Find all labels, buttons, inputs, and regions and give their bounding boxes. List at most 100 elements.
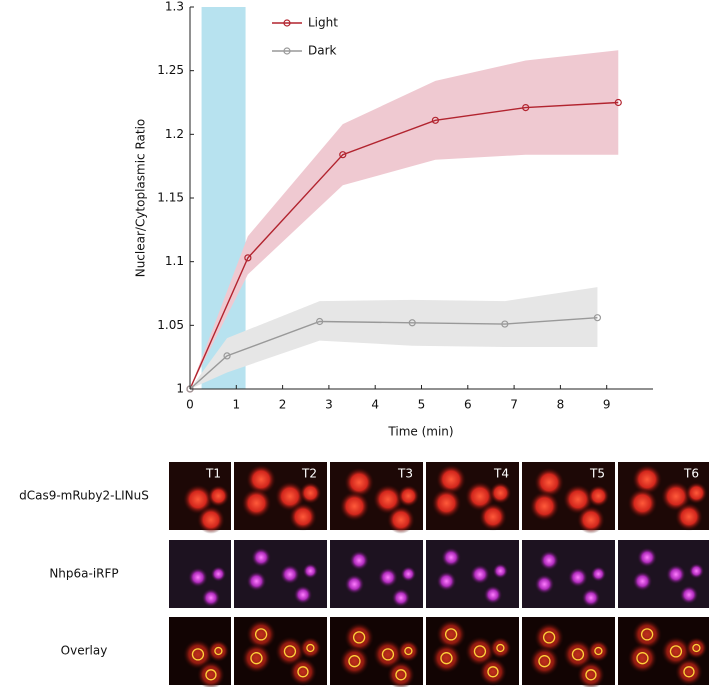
cell bbox=[246, 571, 267, 592]
cell bbox=[637, 547, 658, 568]
cell bbox=[344, 622, 375, 653]
cell bbox=[576, 660, 605, 687]
cell bbox=[688, 563, 705, 579]
cell bbox=[397, 640, 420, 662]
nucleus-outline bbox=[542, 631, 556, 644]
series-line bbox=[189, 101, 619, 390]
nucleus-outline bbox=[440, 652, 453, 665]
cell bbox=[562, 639, 593, 670]
cell bbox=[201, 588, 221, 608]
cell bbox=[207, 640, 230, 662]
nucleus-outline bbox=[636, 652, 649, 665]
cell bbox=[665, 564, 686, 585]
x-tick-label: 8 bbox=[557, 398, 565, 412]
y-tick-label: 1.1 bbox=[165, 254, 184, 268]
x-tick-label: 1 bbox=[232, 398, 240, 412]
cell bbox=[299, 482, 322, 504]
cell bbox=[627, 643, 658, 674]
column-label: T5 bbox=[589, 467, 605, 481]
cell bbox=[344, 574, 365, 595]
cell bbox=[196, 660, 225, 687]
cell bbox=[207, 485, 230, 507]
cell bbox=[288, 657, 317, 686]
cell bbox=[581, 588, 601, 608]
nucleus-outline bbox=[352, 631, 366, 644]
cell bbox=[386, 660, 415, 687]
legend-label: Light bbox=[308, 16, 338, 30]
series-line bbox=[189, 316, 598, 390]
data-point bbox=[614, 98, 622, 107]
x-tick-label: 7 bbox=[510, 398, 518, 412]
nucleus-outline bbox=[640, 628, 654, 641]
cell bbox=[436, 619, 467, 650]
x-tick-label: 9 bbox=[603, 398, 611, 412]
cell bbox=[534, 574, 555, 595]
cell bbox=[372, 484, 403, 515]
nucleus-outline bbox=[487, 666, 499, 678]
cell bbox=[431, 643, 462, 674]
cell bbox=[489, 482, 512, 504]
row-label: Nhp6a-iRFP bbox=[49, 567, 118, 581]
cell bbox=[441, 547, 462, 568]
cell bbox=[182, 484, 213, 515]
column-label: T3 bbox=[397, 467, 413, 481]
cell bbox=[187, 567, 208, 588]
cell bbox=[302, 563, 319, 579]
data-point bbox=[408, 319, 416, 327]
x-tick-label: 3 bbox=[325, 398, 333, 412]
cell bbox=[246, 464, 277, 495]
nucleus-outline bbox=[496, 643, 505, 653]
cell bbox=[679, 585, 699, 605]
x-tick-label: 4 bbox=[371, 398, 379, 412]
nucleus-outline bbox=[348, 655, 361, 668]
error-band bbox=[190, 50, 619, 389]
y-tick-label: 1.25 bbox=[157, 63, 184, 77]
cell bbox=[391, 588, 411, 608]
nucleus-outline bbox=[381, 648, 395, 661]
cell bbox=[464, 481, 495, 512]
cell bbox=[478, 657, 507, 686]
cell bbox=[534, 622, 565, 653]
x-axis-label: Time (min) bbox=[387, 425, 453, 439]
cell bbox=[674, 502, 703, 531]
cell bbox=[632, 571, 653, 592]
cell bbox=[349, 550, 370, 571]
cell bbox=[274, 481, 305, 512]
data-point bbox=[522, 103, 530, 112]
data-point bbox=[431, 116, 439, 124]
row-label: Overlay bbox=[61, 644, 108, 658]
cell bbox=[567, 567, 588, 588]
cell bbox=[627, 488, 658, 519]
nucleus-outline bbox=[594, 646, 603, 656]
data-point bbox=[223, 352, 231, 360]
cell bbox=[241, 488, 272, 519]
cell bbox=[576, 505, 605, 534]
cell bbox=[436, 464, 467, 495]
cell bbox=[492, 563, 509, 579]
y-tick-label: 1.2 bbox=[165, 127, 184, 141]
cell bbox=[529, 646, 560, 677]
x-tick-label: 5 bbox=[418, 398, 426, 412]
cell bbox=[372, 639, 403, 670]
data-point bbox=[593, 314, 602, 322]
cell bbox=[386, 505, 415, 534]
cell bbox=[590, 566, 607, 582]
cell bbox=[587, 485, 610, 507]
nucleus-outline bbox=[283, 645, 297, 658]
cell bbox=[529, 491, 560, 522]
data-point bbox=[339, 151, 347, 159]
cell bbox=[210, 566, 227, 582]
cell bbox=[288, 502, 317, 531]
cell bbox=[489, 637, 512, 659]
column-label: T1 bbox=[205, 467, 221, 481]
cell bbox=[397, 485, 420, 507]
cell bbox=[660, 481, 691, 512]
cell bbox=[377, 567, 398, 588]
column-label: T4 bbox=[493, 467, 509, 481]
data-point bbox=[501, 320, 509, 328]
nucleus-outline bbox=[404, 646, 413, 656]
y-tick-label: 1.05 bbox=[157, 318, 184, 332]
nucleus-outline bbox=[571, 648, 585, 661]
cell bbox=[534, 467, 565, 498]
